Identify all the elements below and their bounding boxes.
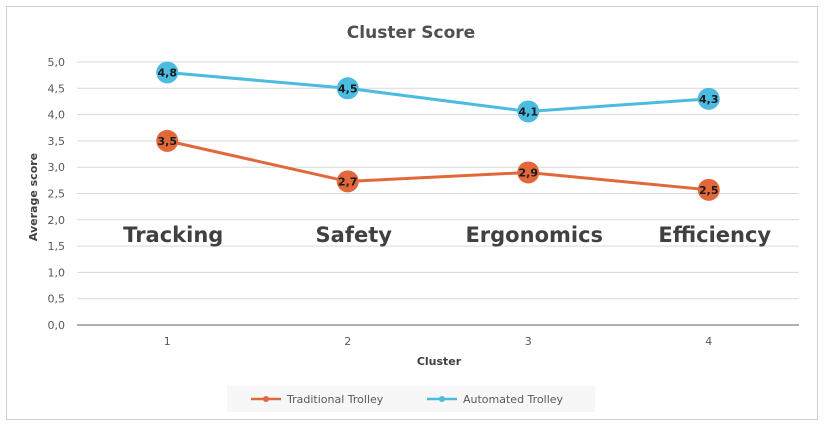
y-tick-label: 1,0 — [48, 266, 66, 279]
data-label: 4,8 — [158, 67, 178, 80]
y-tick-label: 4,5 — [48, 82, 66, 95]
x-axis-label: Cluster — [417, 355, 462, 368]
legend-label: Traditional Trolley — [286, 393, 384, 406]
data-point — [336, 77, 359, 100]
cluster-annotation: Efficiency — [658, 223, 771, 247]
data-point — [697, 178, 720, 201]
legend-marker — [439, 396, 445, 402]
series-group: 3,5 2,7 2,9 2,5 4,8 4,5 4,1 4,3 — [156, 61, 720, 201]
y-tick-label: 0,0 — [48, 319, 66, 332]
cluster-annotation: Tracking — [123, 223, 223, 247]
line-chart: Cluster Score 0,0 0,5 1,0 1,5 2,0 2,5 3,0 3,5 4,… — [27, 23, 799, 412]
chart-frame: Cluster Score 0,0 0,5 1,0 1,5 2,0 2,5 3,0 3,5 4,… — [6, 6, 818, 420]
y-tick-label: 1,5 — [48, 240, 66, 253]
y-tick-label: 3,5 — [48, 135, 66, 148]
x-tick-label: 4 — [705, 335, 712, 348]
data-label: 2,9 — [519, 166, 539, 179]
cluster-annotation: Ergonomics — [465, 223, 603, 247]
x-tick-label: 3 — [525, 335, 532, 348]
legend: Traditional Trolley Automated Trolley — [227, 386, 595, 412]
data-label: 4,3 — [699, 93, 719, 106]
y-tick-label: 3,0 — [48, 161, 66, 174]
x-tick-label: 1 — [164, 335, 171, 348]
data-point — [156, 61, 179, 84]
y-axis-label: Average score — [27, 153, 40, 241]
data-point — [336, 170, 359, 193]
legend-label: Automated Trolley — [463, 393, 564, 406]
data-label: 4,5 — [338, 82, 358, 95]
data-point — [517, 100, 540, 123]
data-point — [517, 161, 540, 184]
y-tick-label: 2,0 — [48, 214, 66, 227]
legend-marker — [263, 396, 269, 402]
y-tick-label: 4,0 — [48, 109, 66, 122]
data-point — [697, 87, 720, 110]
y-axis-ticks: 0,0 0,5 1,0 1,5 2,0 2,5 3,0 3,5 4,0 4,5 5,0 — [48, 56, 66, 332]
gridlines — [77, 61, 799, 326]
y-tick-label: 2,5 — [48, 188, 66, 201]
y-tick-label: 0,5 — [48, 293, 66, 306]
series-line — [165, 71, 711, 113]
cluster-annotation: Safety — [316, 223, 393, 247]
x-tick-label: 2 — [344, 335, 351, 348]
x-axis-ticks: 1 2 3 4 — [164, 335, 713, 348]
data-label: 2,5 — [699, 184, 719, 197]
cluster-annotations: Tracking Safety Ergonomics Efficiency — [123, 223, 771, 247]
series-line — [165, 139, 711, 192]
data-label: 3,5 — [158, 135, 178, 148]
data-label: 4,1 — [519, 105, 539, 118]
y-tick-label: 5,0 — [48, 56, 66, 69]
legend-background — [227, 386, 595, 412]
data-point — [156, 129, 179, 152]
chart-title: Cluster Score — [347, 23, 475, 43]
data-label: 2,7 — [338, 175, 358, 188]
